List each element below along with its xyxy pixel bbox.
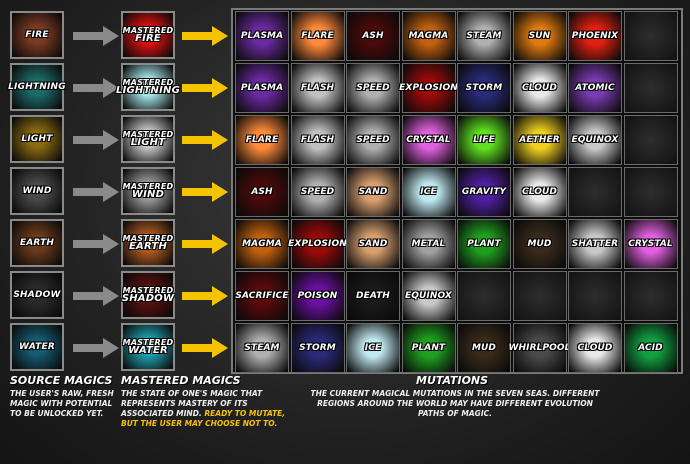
mutations-heading: MUTATIONS [416,374,489,387]
mutation-cell-equinox: EQUINOX [568,115,622,165]
mutation-cell-gravity: GRAVITY [457,167,511,217]
mutation-cell-ice: ICE [401,167,456,217]
mutation-cell-empty [623,11,678,61]
mutation-cell-magma: MAGMA [235,219,289,269]
mutation-cell-empty [568,167,622,217]
arrow-right-icon [182,234,228,254]
source-heading: SOURCE MAGICS [10,374,113,387]
arrow-right-icon [182,130,228,150]
arrow-right-icon [182,26,228,46]
arrow-right-icon [182,182,228,202]
arrow-right-icon [182,286,228,306]
mutation-cell-speed: SPEED [346,63,400,113]
source-tile-light: LIGHT [10,115,64,163]
mutation-cell-flash: FLASH [290,63,345,113]
mutation-cell-empty [623,167,678,217]
mutation-cell-storm: STORM [290,323,345,373]
mutation-cell-plant: PLANT [457,219,511,269]
arrow-right-icon [73,130,119,150]
mutation-cell-sand: SAND [346,167,400,217]
mutation-cell-empty [623,63,678,113]
mutation-cell-explosion: EXPLOSION [399,63,458,113]
mutation-cell-sand: SAND [346,219,400,269]
mutation-cell-ash: ASH [235,167,289,217]
arrow-right-icon [73,26,119,46]
arrow-right-icon [73,286,119,306]
mutation-cell-empty [512,271,567,321]
mutation-cell-flare: FLARE [290,11,345,61]
mutation-cell-storm: STORM [457,63,511,113]
mutation-cell-ice: ICE [346,323,400,373]
mutation-cell-flare: FLARE [235,115,289,165]
source-tile-earth: EARTH [10,219,64,267]
mutation-cell-acid: ACID [623,323,678,373]
source-tile-fire: FIRE [10,11,64,59]
mutation-cell-shatter: SHATTER [568,219,622,269]
arrow-right-icon [73,338,119,358]
mutation-cell-plasma: PLASMA [235,63,289,113]
mastered-tile-light: MASTERED LIGHT [121,115,175,163]
mutation-cell-steam: STEAM [457,11,511,61]
arrow-right-icon [182,78,228,98]
mutation-cell-empty [623,115,678,165]
mastered-tile-lightning: MASTERED LIGHTNING [116,63,180,111]
mastered-desc-highlight: READY TO MUTATE, BUT THE USER MAY CHOOSE… [121,409,286,428]
source-tile-water: WATER [10,323,64,371]
mutation-cell-cloud: CLOUD [568,323,622,373]
mutation-cell-magma: MAGMA [401,11,456,61]
mutation-cell-crystal: CRYSTAL [401,115,456,165]
source-tile-wind: WIND [10,167,64,215]
mutation-cell-speed: SPEED [346,115,400,165]
mastered-desc-main: THE STATE OF ONE'S MAGIC THAT REPRESENTS… [121,389,263,418]
source-description: THE USER'S RAW, FRESH MAGIC WITH POTENTI… [10,389,114,418]
mastered-heading: MASTERED MAGICS [121,374,241,387]
mutation-cell-life: LIFE [457,115,511,165]
mutation-cell-crystal: CRYSTAL [623,219,678,269]
mutation-cell-sun: SUN [512,11,567,61]
mutation-cell-cloud: CLOUD [512,167,567,217]
mutation-cell-atomic: ATOMIC [568,63,622,113]
mutation-cell-empty [568,271,622,321]
mutation-cell-flash: FLASH [290,115,345,165]
arrow-right-icon [73,234,119,254]
mutation-cell-plant: PLANT [401,323,456,373]
mutation-cell-empty [457,271,511,321]
mutation-cell-explosion: EXPLOSION [288,219,347,269]
mutations-description: THE CURRENT MAGICAL MUTATIONS IN THE SEV… [310,389,600,418]
arrow-right-icon [73,182,119,202]
mutation-cell-plasma: PLASMA [235,11,289,61]
arrow-right-icon [73,78,119,98]
source-tile-shadow: SHADOW [10,271,64,319]
mastered-tile-water: MASTERED WATER [121,323,175,371]
mutation-cell-ash: ASH [346,11,400,61]
mastered-tile-wind: MASTERED WIND [121,167,175,215]
mutation-cell-phoenix: PHOENIX [568,11,622,61]
mutation-cell-cloud: CLOUD [512,63,567,113]
mutation-cell-whirlpool: WHIRLPOOL [509,323,570,373]
mutation-cell-metal: METAL [401,219,456,269]
mutation-cell-death: DEATH [346,271,400,321]
mastered-tile-shadow: MASTERED SHADOW [121,271,175,319]
mastered-tile-earth: MASTERED EARTH [121,219,175,267]
mutation-cell-poison: POISON [290,271,345,321]
mutation-cell-mud: MUD [457,323,511,373]
mutation-cell-steam: STEAM [235,323,289,373]
mastered-tile-fire: MASTERED FIRE [121,11,175,59]
arrow-right-icon [182,338,228,358]
mastered-description: THE STATE OF ONE'S MAGIC THAT REPRESENTS… [121,389,286,429]
mutation-cell-equinox: EQUINOX [401,271,456,321]
source-tile-lightning: LIGHTNING [8,63,66,111]
mutation-cell-sacrifice: SACRIFICE [235,271,289,321]
mutation-cell-aether: AETHER [512,115,567,165]
mutation-cell-mud: MUD [512,219,567,269]
mutation-cell-speed: SPEED [290,167,345,217]
mutation-cell-empty [623,271,678,321]
